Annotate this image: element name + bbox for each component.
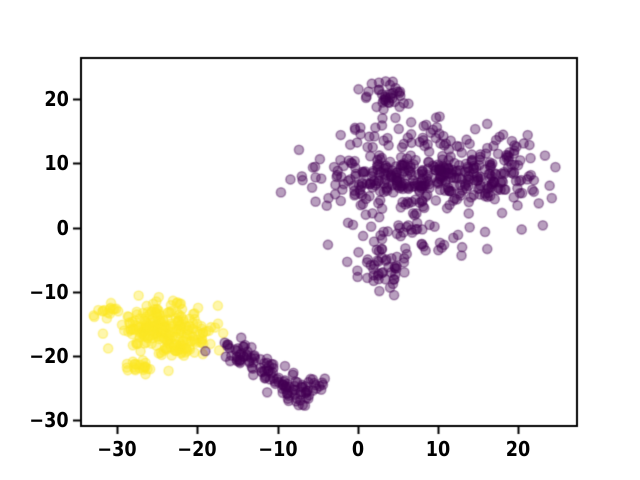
y-tick-label: −30	[29, 408, 69, 433]
x-tick-label: −30	[97, 437, 137, 461]
x-tick-label: 0	[351, 437, 365, 461]
y-tick-label: 10	[44, 151, 69, 176]
x-tick-label: 10	[425, 437, 451, 461]
x-tick-label: −20	[177, 437, 217, 461]
y-tick-label: 20	[44, 87, 69, 112]
x-tick-label: −10	[258, 437, 298, 461]
y-tick-label: −10	[29, 279, 69, 304]
x-tick-label: 20	[506, 437, 531, 461]
y-tick-label: −20	[29, 343, 69, 368]
y-tick-label: 0	[56, 215, 69, 240]
